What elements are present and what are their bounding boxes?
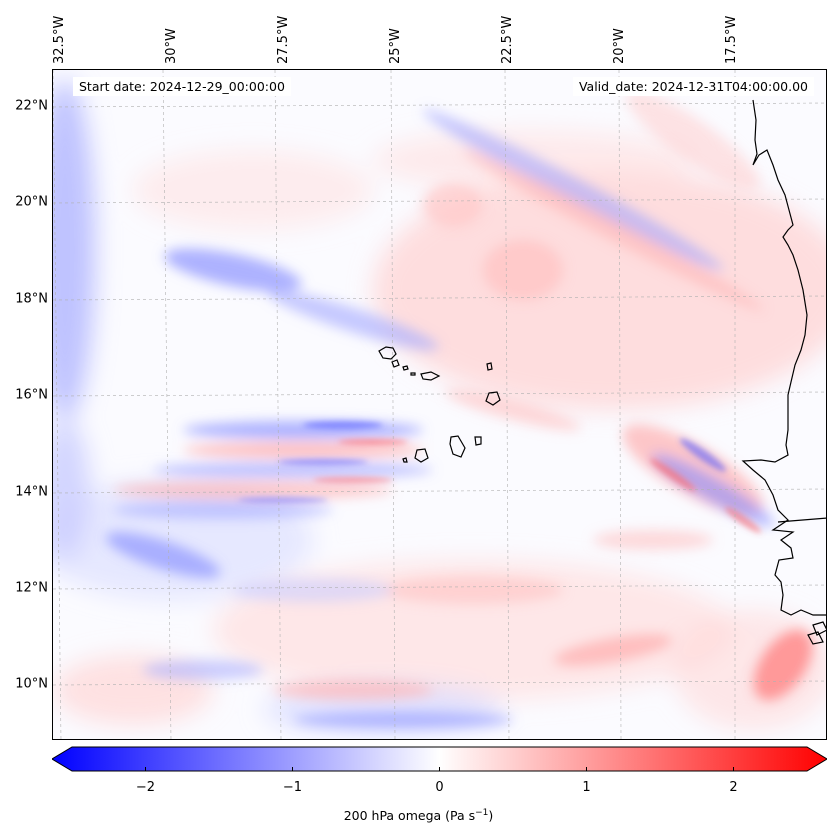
lon-label-30w: 30°W <box>164 28 179 64</box>
colorbar-tick-label-1: 1 <box>582 780 591 795</box>
lat-label-12n: 12°N <box>15 580 48 596</box>
colorbar-title-exponent: −1 <box>475 808 489 818</box>
colorbar-tick-label-minus-2: −2 <box>135 780 156 795</box>
lon-label-27-5w: 27.5°W <box>276 15 291 64</box>
coastline <box>741 99 826 645</box>
cape-verde-islands <box>378 346 501 463</box>
omega-field-map <box>53 70 826 739</box>
start-date-label: Start date: 2024-12-29_00:00:00 <box>73 77 291 96</box>
lat-label-20n: 20°N <box>15 194 48 210</box>
lon-label-22-5w: 22.5°W <box>500 15 515 64</box>
lon-label-17-5w: 17.5°W <box>724 15 739 64</box>
omega-field-broad <box>53 80 826 735</box>
colorbar-tick-label-2: 2 <box>729 780 738 795</box>
lat-label-14n: 14°N <box>15 484 48 500</box>
omega-field-streaks <box>238 421 762 534</box>
colorbar-tick-label-0: 0 <box>435 780 444 795</box>
colorbar <box>52 746 827 772</box>
lat-label-22n: 22°N <box>15 98 48 114</box>
omega-field-features <box>105 91 813 728</box>
colorbar-tick-label-minus-1: −1 <box>282 780 303 795</box>
colorbar-gradient <box>52 746 827 772</box>
lat-label-10n: 10°N <box>15 676 48 692</box>
colorbar-title-text: 200 hPa omega (Pa s <box>343 808 476 824</box>
lat-label-18n: 18°N <box>15 291 48 307</box>
colorbar-ticks <box>145 767 734 771</box>
colorbar-title-close: ) <box>488 808 494 824</box>
lon-label-25w: 25°W <box>388 28 403 64</box>
colorbar-title: 200 hPa omega (Pa s−1) <box>0 808 837 823</box>
lon-label-32-5w: 32.5°W <box>52 15 67 64</box>
lat-label-16n: 16°N <box>15 387 48 403</box>
map-gridlines <box>53 70 826 739</box>
lon-label-20w: 20°W <box>612 28 627 64</box>
valid-date-label: Valid_date: 2024-12-31T04:00:00.00 <box>572 77 814 96</box>
map-panel[interactable] <box>52 69 827 740</box>
